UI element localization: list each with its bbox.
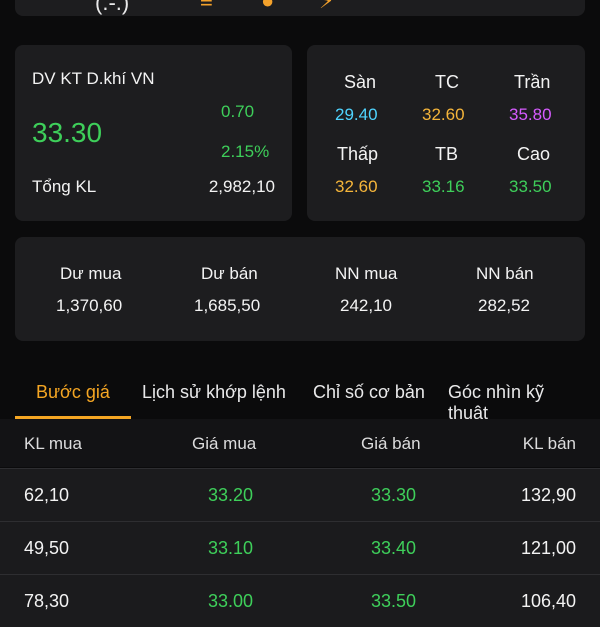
floor-price: 29.40 [335, 105, 378, 124]
low-label: Thấp [337, 144, 379, 164]
buy-price: 33.00 [208, 591, 254, 611]
foreign-buy-value: 242,10 [340, 296, 392, 315]
header-sell-volume: KL bán [522, 434, 576, 453]
tab-fundamentals[interactable]: Chỉ số cơ bản [313, 382, 425, 402]
ceiling-label: Trần [514, 72, 551, 92]
sell-price: 33.30 [371, 485, 417, 505]
ceiling-price: 35.80 [509, 105, 552, 124]
chart-icon[interactable]: ⚡ [319, 0, 335, 13]
sell-rest-label: Dư bán [201, 264, 258, 283]
reference-prices-card: Sàn TC Trần 29.40 32.60 35.80 Thấp TB Ca… [307, 45, 585, 221]
buy-price: 33.20 [208, 485, 254, 505]
detail-tabs: Bước giá Lịch sử khớp lệnh Chỉ số cơ bản… [0, 370, 600, 423]
sell-price: 33.40 [371, 538, 417, 558]
buy-rest-label: Dư mua [60, 264, 122, 283]
menu-icon[interactable]: ≡ [200, 0, 213, 13]
price-change: 0.70 [221, 102, 255, 121]
price-card: DV KT D.khí VN 33.30 0.70 2.15% Tổng KL … [15, 45, 292, 221]
floor-label: Sàn [344, 72, 377, 92]
active-tab-indicator [15, 416, 131, 419]
buy-volume: 49,50 [24, 538, 70, 558]
sell-volume: 132,90 [520, 485, 576, 505]
foreign-buy-label: NN mua [335, 264, 398, 283]
circle-icon[interactable]: ● [261, 0, 275, 13]
header-buy-volume: KL mua [24, 434, 82, 453]
sell-volume: 121,00 [520, 538, 576, 558]
volume-value: 2,982,10 [208, 177, 275, 196]
sell-rest-value: 1,685,50 [194, 296, 261, 315]
order-flow-card: Dư mua 1,370,60 Dư bán 1,685,50 NN mua 2… [15, 237, 585, 341]
buy-rest-value: 1,370,60 [56, 296, 123, 315]
table-row[interactable]: 78,30 33.00 33.50 106,40 [0, 574, 600, 627]
tab-technical-view[interactable]: Góc nhìn kỹ thuật [448, 382, 545, 423]
sell-volume: 106,40 [520, 591, 576, 611]
foreign-sell-label: NN bán [476, 264, 534, 283]
table-row[interactable]: 62,10 33.20 33.30 132,90 [0, 468, 600, 521]
avg-label: TB [435, 144, 459, 164]
header-buy-price: Giá mua [192, 434, 257, 453]
sell-price: 33.50 [371, 591, 417, 611]
tab-match-history[interactable]: Lịch sử khớp lệnh [142, 382, 286, 402]
top-bar: (.-.) ≡ ● ⚡ [15, 0, 585, 16]
buy-volume: 62,10 [24, 485, 70, 505]
order-book-header: KL mua Giá mua Giá bán KL bán [0, 419, 600, 467]
price-change-pct: 2.15% [221, 142, 270, 161]
buy-volume: 78,30 [24, 591, 70, 611]
header-sell-price: Giá bán [361, 434, 421, 453]
foreign-sell-value: 282,52 [478, 296, 530, 315]
top-bar-text: (.-.) [95, 0, 130, 15]
volume-label: Tổng KL [32, 177, 97, 196]
stock-name: DV KT D.khí VN [32, 69, 155, 88]
tab-price-steps[interactable]: Bước giá [36, 382, 110, 402]
table-row[interactable]: 49,50 33.10 33.40 121,00 [0, 521, 600, 574]
ref-label: TC [435, 72, 459, 92]
buy-price: 33.10 [208, 538, 254, 558]
low-price: 32.60 [335, 177, 378, 196]
current-price: 33.30 [32, 117, 103, 148]
high-label: Cao [517, 144, 551, 164]
avg-price: 33.16 [422, 177, 465, 196]
ref-price: 32.60 [422, 105, 465, 124]
high-price: 33.50 [509, 177, 552, 196]
